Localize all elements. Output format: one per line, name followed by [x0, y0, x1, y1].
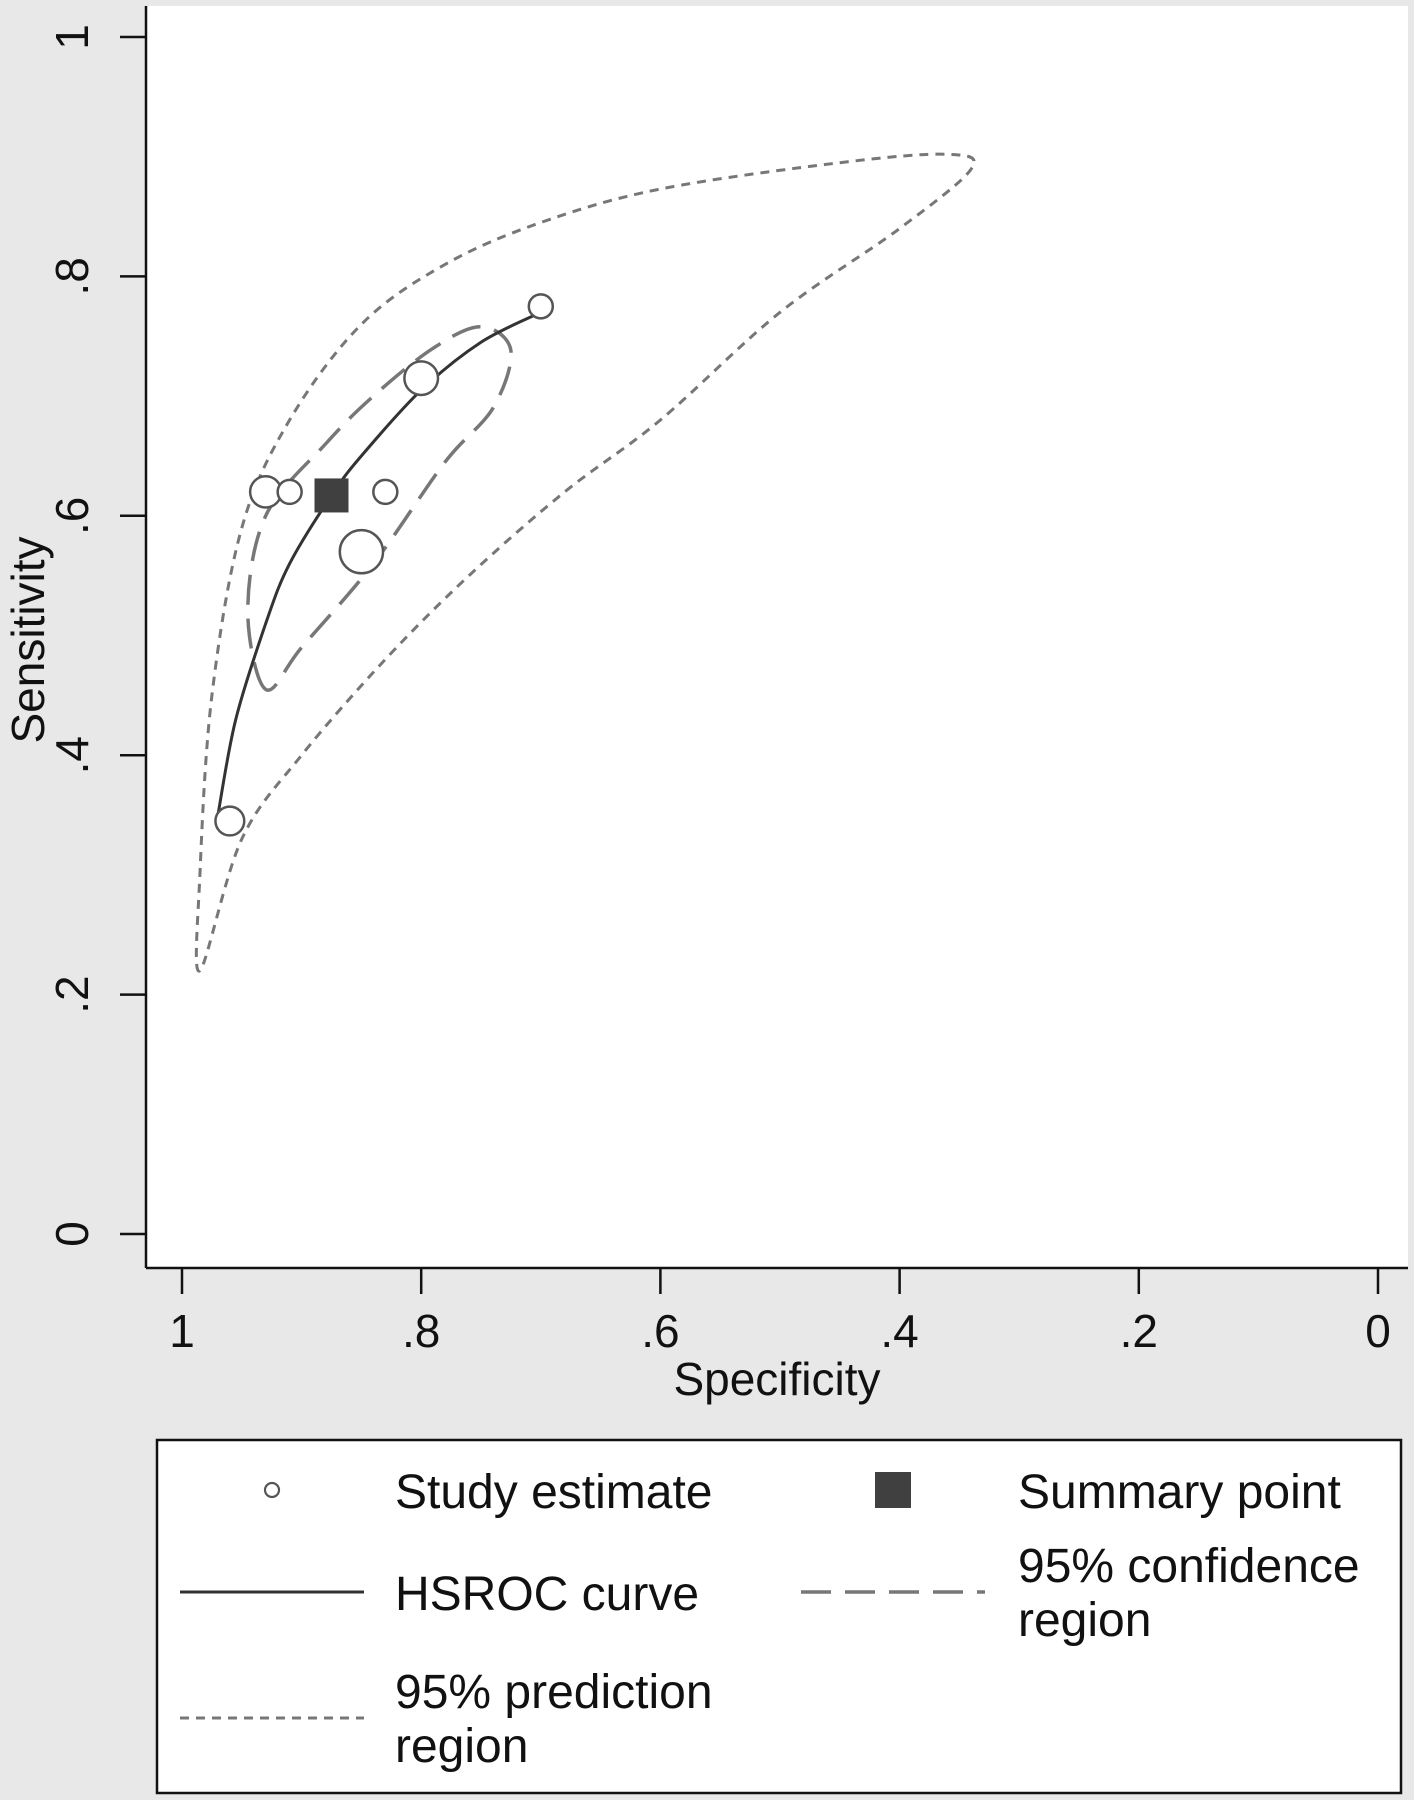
y-tick-label: .2	[46, 975, 98, 1013]
study-estimate-point	[214, 805, 246, 837]
y-axis-title: Sensitivity	[2, 536, 54, 743]
x-tick-label: 0	[1365, 1305, 1391, 1357]
x-tick-label: 1	[169, 1305, 195, 1357]
prediction-region-path	[194, 152, 976, 973]
legend-label-line: 95% confidence	[1018, 1540, 1360, 1593]
study-estimate-point	[527, 293, 555, 320]
plot-background	[146, 6, 1408, 1268]
legend-label-line: Summary point	[1018, 1466, 1341, 1519]
x-tick-label: .2	[1120, 1305, 1158, 1357]
study-estimate-point	[403, 360, 440, 397]
legend-label-summary: Summary point	[1018, 1466, 1341, 1519]
legend-label-hsroc: HSROC curve	[395, 1568, 699, 1621]
legend-label-line: region	[1018, 1594, 1151, 1647]
legend-label-line: 95% prediction	[395, 1666, 713, 1719]
study-estimate-point	[338, 528, 385, 575]
plot-area	[146, 6, 1408, 1268]
x-tick-label: .8	[402, 1305, 440, 1357]
x-tick-label: .6	[641, 1305, 679, 1357]
legend-label-line: HSROC curve	[395, 1568, 699, 1621]
study-estimate-point	[276, 478, 303, 506]
legend-study-symbol	[263, 1481, 281, 1499]
legend-box	[155, 1438, 1403, 1795]
legend-label-confidence: 95% confidence region	[1018, 1540, 1360, 1647]
study-estimate-point	[372, 478, 399, 506]
y-tick-label: .8	[46, 257, 98, 295]
x-axis-title: Specificity	[673, 1353, 880, 1405]
legend-label-line: region	[395, 1720, 528, 1773]
x-tick-label: .4	[880, 1305, 918, 1357]
summary-point-marker	[314, 478, 349, 513]
y-tick-label: 0	[46, 1221, 98, 1247]
legend-label-prediction: 95% prediction region	[395, 1666, 713, 1773]
legend-summary-symbol	[875, 1472, 911, 1508]
legend-label-study: Study estimate	[395, 1466, 712, 1519]
legend: Study estimate Summary point HSROC curve 95…	[155, 1438, 1403, 1795]
y-tick-label: 1	[46, 24, 98, 50]
y-tick-label: .4	[46, 736, 98, 774]
axes: 0 .2 .4 .6 .8 1 1 .8 .6 .4 .2 0 Specificity Sensitivi…	[2, 6, 1408, 1405]
legend-label-line: Study estimate	[395, 1466, 712, 1519]
y-tick-label: .6	[46, 497, 98, 535]
